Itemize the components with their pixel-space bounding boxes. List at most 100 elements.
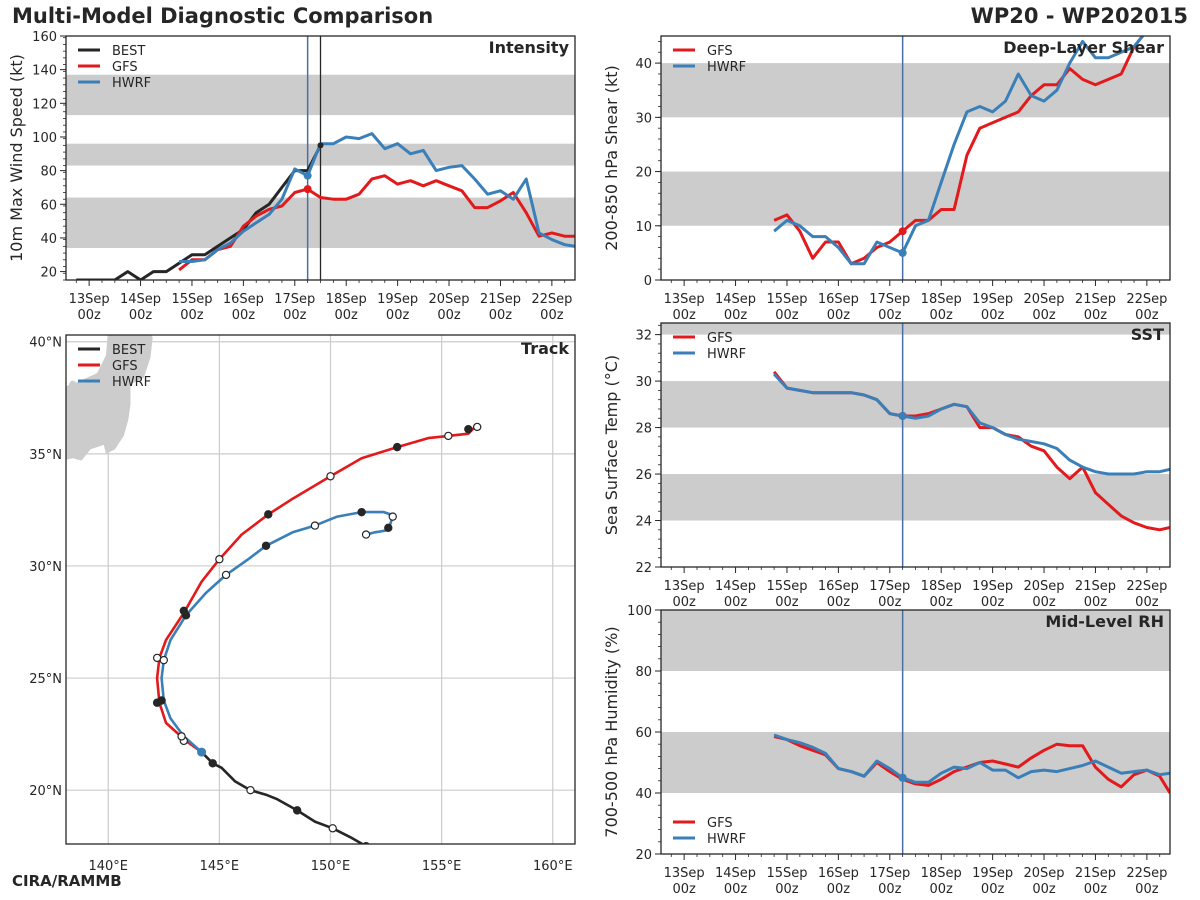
x-tick-label: 00z xyxy=(1135,595,1159,610)
threshold-band xyxy=(661,323,1170,335)
threshold-band xyxy=(661,171,1170,226)
track-marker-filled xyxy=(157,696,166,705)
x-tick-label: 20Sep xyxy=(1024,579,1065,594)
legend-label-gfs: GFS xyxy=(707,331,733,346)
legend-label-best: BEST xyxy=(112,44,145,59)
x-tick-label: 19Sep xyxy=(377,292,418,307)
track-map xyxy=(66,335,575,844)
x-tick-label: 00z xyxy=(1032,308,1056,323)
x-tick-label: 20Sep xyxy=(1024,292,1065,307)
panel-track: 140°E 145°E 150°E 155°E 160°E 20°N 25°N 30°N 35°… xyxy=(29,334,576,874)
x-tick-label: 14Sep xyxy=(715,866,756,881)
y-axis-label: 200-850 hPa Shear (kt) xyxy=(602,65,621,251)
y-axis-label: Sea Surface Temp (°C) xyxy=(602,355,621,535)
sado-island xyxy=(68,380,77,393)
track-marker-open xyxy=(328,824,337,833)
series-line-gfs xyxy=(773,36,1145,266)
y-tick-label: 140 xyxy=(32,64,57,79)
threshold-band xyxy=(661,63,1170,118)
panel-title: Track xyxy=(521,339,569,358)
x-tick-label: 00z xyxy=(981,308,1005,323)
y-tick-label: 60 xyxy=(635,726,652,741)
lat-tick-label: 35°N xyxy=(29,448,62,463)
x-tick-label: 13Sep xyxy=(69,292,110,307)
x-tick-label: 13Sep xyxy=(664,866,705,881)
x-tick-label: 00z xyxy=(180,308,204,323)
x-tick-label: 22Sep xyxy=(1126,866,1167,881)
panel-title: Intensity xyxy=(489,38,570,57)
panel-intensity: 2040608010012014016013Sep00z14Sep00z15Se… xyxy=(7,30,576,323)
track-marker-open xyxy=(246,785,255,795)
y-tick-label: 20 xyxy=(635,848,652,863)
x-tick-label: 00z xyxy=(129,308,153,323)
legend-label-gfs: GFS xyxy=(112,359,138,374)
japan-landmass xyxy=(66,335,153,461)
init-marker-hwrf xyxy=(898,411,907,420)
x-tick-label: 17Sep xyxy=(869,579,910,594)
x-tick-label: 14Sep xyxy=(120,292,161,307)
legend-label-hwrf: HWRF xyxy=(112,76,151,91)
track-marker-filled xyxy=(464,424,473,434)
legend-label-hwrf: HWRF xyxy=(707,832,746,847)
x-tick-label: 00z xyxy=(335,308,359,323)
y-tick-label: 26 xyxy=(635,468,652,483)
x-tick-label: 15Sep xyxy=(766,292,807,307)
x-tick-label: 15Sep xyxy=(766,866,807,881)
track-marker-filled xyxy=(264,510,273,519)
series-line-hwrf xyxy=(773,733,1170,784)
lon-tick-label: 140°E xyxy=(88,859,128,874)
lat-tick-label: 20°N xyxy=(29,784,62,799)
y-tick-label: 40 xyxy=(40,232,57,247)
y-tick-label: 30 xyxy=(635,375,652,390)
lon-tick-label: 160°E xyxy=(533,859,573,874)
series-group xyxy=(76,132,575,280)
init-marker-hwrf xyxy=(898,248,907,257)
legend-label-gfs: GFS xyxy=(112,60,138,75)
track-marker-open xyxy=(221,570,231,580)
panel-rh: 2040608010013Sep00z14Sep00z15Sep00z16Sep… xyxy=(602,604,1171,897)
current-marker-best xyxy=(317,142,324,149)
x-tick-label: 21Sep xyxy=(1075,866,1116,881)
track-marker-filled xyxy=(181,611,191,620)
y-tick-label: 40 xyxy=(635,787,652,802)
track-marker-filled xyxy=(208,759,217,768)
panel-title: Mid-Level RH xyxy=(1045,612,1164,631)
x-tick-label: 00z xyxy=(1135,882,1159,897)
track-line-hwrf xyxy=(160,510,395,754)
lon-tick-label: 145°E xyxy=(200,859,240,874)
x-tick-label: 16Sep xyxy=(818,292,859,307)
legend-label-hwrf: HWRF xyxy=(707,60,746,75)
series-line-hwrf xyxy=(179,132,575,263)
x-tick-label: 19Sep xyxy=(972,579,1013,594)
y-tick-label: 0 xyxy=(644,274,652,289)
x-tick-label: 00z xyxy=(827,308,851,323)
legend-label-gfs: GFS xyxy=(707,816,733,831)
lat-tick-label: 40°N xyxy=(29,336,62,351)
series-group xyxy=(773,733,1170,794)
x-tick-label: 00z xyxy=(878,595,902,610)
threshold-band xyxy=(661,381,1170,428)
y-tick-label: 24 xyxy=(635,515,652,530)
y-tick-label: 160 xyxy=(32,30,57,45)
current-position-marker xyxy=(197,747,207,757)
legend-label-best: BEST xyxy=(112,343,145,358)
x-tick-label: 00z xyxy=(77,308,101,323)
x-tick-label: 00z xyxy=(232,308,256,323)
x-tick-label: 15Sep xyxy=(766,579,807,594)
track-marker-open xyxy=(473,422,482,432)
y-tick-label: 28 xyxy=(635,422,652,437)
panel-shear: 01020304013Sep00z14Sep00z15Sep00z16Sep00… xyxy=(602,35,1171,323)
page-title: Multi-Model Diagnostic Comparison xyxy=(12,4,434,28)
panel-title: SST xyxy=(1131,325,1164,344)
track-marker-filled xyxy=(261,541,271,550)
x-tick-label: 18Sep xyxy=(921,866,962,881)
x-tick-label: 00z xyxy=(981,595,1005,610)
init-marker-gfs xyxy=(303,185,312,194)
init-marker-gfs xyxy=(898,227,907,236)
storm-id-label: WP20 - WP202015 xyxy=(970,4,1188,28)
track-marker-open xyxy=(159,655,168,665)
x-tick-label: 00z xyxy=(1032,595,1056,610)
x-tick-label: 21Sep xyxy=(1075,579,1116,594)
x-tick-label: 18Sep xyxy=(326,292,367,307)
series-group xyxy=(772,370,1170,532)
